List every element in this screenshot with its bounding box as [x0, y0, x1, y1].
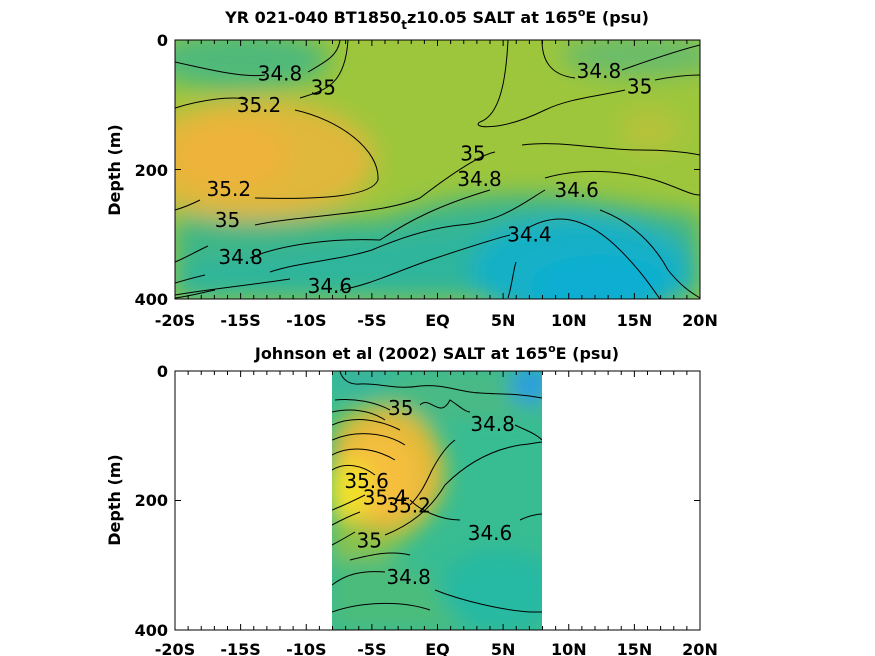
contour-label: 35.2	[237, 93, 282, 117]
x-tick-label: 5N	[491, 311, 516, 330]
contour-lines	[175, 40, 700, 299]
x-tick-label: 15N	[617, 640, 653, 656]
chart-title: YR 021-040 BT1850tz10.05 SALT at 165oE (…	[224, 6, 649, 32]
x-tick-label: 20N	[682, 311, 718, 330]
x-axis: -20S -15S -10S -5S EQ 5N 10N 15N 20N	[155, 311, 718, 330]
chart-title: Johnson et al (2002) SALT at 165oE (psu)	[254, 342, 619, 363]
y-tick-label: 200	[135, 161, 168, 180]
x-tick-label: -10S	[286, 311, 326, 330]
contour-label: 35	[388, 396, 413, 420]
contour-label: 35	[311, 75, 336, 99]
x-tick-label: -20S	[155, 640, 195, 656]
x-tick-marks	[174, 370, 701, 631]
x-tick-label: 5N	[491, 640, 516, 656]
contour-label: 34.8	[577, 59, 622, 83]
y-tick-label: 400	[135, 290, 168, 309]
contour-label: 35.2	[207, 177, 252, 201]
contour-label: 34.4	[507, 222, 552, 246]
x-tick-label: EQ	[425, 311, 450, 330]
panel-model: YR 021-040 BT1850tz10.05 SALT at 165oE (…	[105, 6, 718, 330]
contour-label: 35.6	[344, 469, 389, 493]
x-tick-label: 20N	[682, 640, 718, 656]
contour-label: 34.6	[308, 274, 353, 298]
y-tick-label: 400	[135, 621, 168, 640]
x-tick-label: -5S	[357, 640, 386, 656]
x-tick-marks	[174, 39, 701, 300]
x-tick-label: EQ	[425, 640, 450, 656]
y-axis: 0 200 400 Depth (m)	[105, 362, 168, 640]
y-tick-label: 0	[157, 31, 168, 50]
x-tick-label: -15S	[220, 311, 260, 330]
x-tick-label: 10N	[551, 640, 587, 656]
contour-label: 35	[460, 141, 485, 165]
x-axis: -20S -15S -10S -5S EQ 5N 10N 15N 20N	[155, 640, 718, 656]
y-axis-label: Depth (m)	[105, 124, 124, 216]
salinity-field	[332, 371, 542, 630]
contour-label: 35	[627, 75, 652, 99]
panel-observations: Johnson et al (2002) SALT at 165oE (psu)	[105, 342, 718, 656]
contour-label: 34.8	[386, 565, 431, 589]
contour-label: 34.6	[468, 521, 513, 545]
x-tick-label: 15N	[617, 311, 653, 330]
contour-label: 35.4	[363, 485, 408, 509]
x-tick-label: -20S	[155, 311, 195, 330]
contour-label: 34.6	[554, 178, 599, 202]
x-tick-label: -5S	[357, 311, 386, 330]
contour-lines	[332, 371, 542, 613]
contour-label: 34.8	[457, 167, 502, 191]
contour-label: 34.8	[470, 412, 515, 436]
contour-label: 34.8	[258, 62, 303, 86]
contour-label: 35	[215, 208, 240, 232]
x-tick-label: -10S	[286, 640, 326, 656]
contour-label: 35.2	[386, 494, 431, 518]
contour-label: 35	[357, 529, 382, 553]
contour-label: 34.8	[218, 245, 263, 269]
y-axis: 0 200 400 Depth (m)	[105, 31, 168, 309]
y-axis-label: Depth (m)	[105, 454, 124, 546]
y-tick-label: 200	[135, 491, 168, 510]
x-tick-label: -15S	[220, 640, 260, 656]
y-tick-label: 0	[157, 362, 168, 381]
x-tick-label: 10N	[551, 311, 587, 330]
